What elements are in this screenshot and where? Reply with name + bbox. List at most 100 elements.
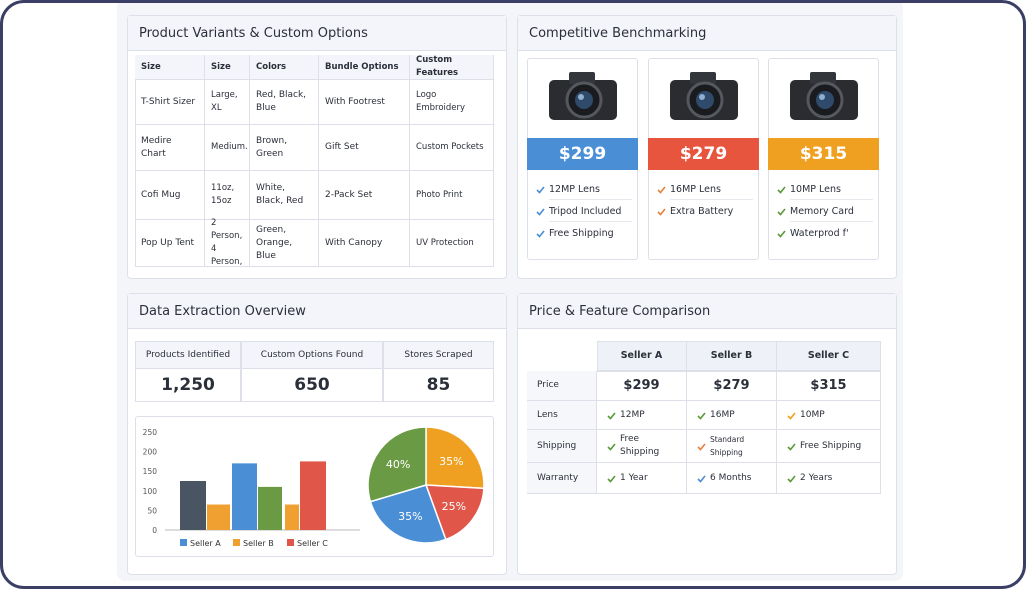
stat-value: 85	[383, 369, 494, 402]
table-cell: Brown, Green	[250, 125, 319, 171]
check-mark	[657, 186, 666, 194]
table-cell: 11oz, 15oz	[205, 171, 250, 220]
table-cell: $299	[597, 371, 687, 401]
table-cell: Large, XL	[205, 80, 250, 125]
row-label: Warranty	[527, 463, 597, 494]
table-header: Size	[205, 55, 250, 80]
pie-slice	[425, 426, 485, 490]
check-mark	[536, 208, 545, 216]
slice-label: 25%	[442, 500, 466, 513]
bar	[207, 504, 230, 530]
bar	[285, 504, 299, 530]
y-tick-label: 50	[147, 506, 157, 515]
check-icon	[787, 411, 796, 420]
check-icon	[657, 208, 666, 216]
pie-slice	[369, 484, 447, 544]
slice-label: 35%	[398, 510, 422, 523]
camera-image	[549, 72, 617, 120]
feature-text: 10MP Lens	[790, 180, 873, 200]
table-cell: With Footrest	[319, 80, 410, 125]
stat-label: Custom Options Found	[241, 341, 383, 369]
table-cell: 16MP	[687, 401, 777, 430]
table-cell: Standard Shipping	[687, 430, 777, 463]
table-header: Custom Features	[410, 55, 494, 80]
camera-image	[670, 72, 738, 120]
table-cell: Gift Set	[319, 125, 410, 171]
check-icon	[697, 474, 706, 483]
table-cell: Logo Embroidery	[410, 80, 494, 125]
bar	[180, 481, 206, 530]
feature-text: Extra Battery	[670, 206, 734, 217]
check-icon	[536, 186, 545, 194]
check-mark	[607, 411, 616, 420]
table-header: Seller C	[777, 341, 881, 371]
check-mark	[607, 474, 616, 483]
check-icon	[777, 208, 786, 216]
feature-text: Waterprod f'	[790, 228, 849, 239]
pie-slice	[367, 426, 427, 503]
table-cell: With Canopy	[319, 220, 410, 267]
bar	[258, 486, 282, 530]
panel-title: Price & Feature Comparison	[518, 294, 896, 329]
check-icon	[607, 474, 616, 483]
check-mark	[657, 208, 666, 216]
table-cell: 1 Year	[597, 463, 687, 494]
chart-box	[135, 416, 494, 557]
check-mark	[607, 442, 616, 451]
table-cell: Red, Black, Blue	[250, 80, 319, 125]
camera-glass	[575, 91, 593, 109]
check-icon	[697, 411, 706, 420]
table-cell: 2 Years	[777, 463, 881, 494]
table-cell: Cofi Mug	[135, 171, 205, 220]
feature-text: Memory Card	[790, 202, 873, 222]
check-mark	[787, 442, 796, 451]
check-icon	[607, 442, 616, 451]
table-cell: Medium.	[205, 125, 250, 171]
feature-text: 16MP Lens	[670, 180, 753, 200]
table-cell: Free Shipping	[597, 430, 687, 463]
check-mark	[536, 230, 545, 238]
legend-label: Seller C	[297, 539, 328, 548]
table-header: Seller A	[597, 341, 687, 371]
table-cell: 6 Months	[687, 463, 777, 494]
table-cell: T-Shirt Sizer	[135, 80, 205, 125]
camera-top	[810, 72, 836, 84]
row-label: Shipping	[527, 430, 597, 463]
camera-glass	[816, 91, 834, 109]
table-cell: $315	[777, 371, 881, 401]
price-band: $299	[527, 138, 638, 170]
table-cell: Green, Orange, Blue	[250, 220, 319, 267]
camera-top	[569, 72, 595, 84]
check-icon	[657, 186, 666, 194]
table-header: Seller B	[687, 341, 777, 371]
table-cell: Photo Print	[410, 171, 494, 220]
pie-slice	[424, 484, 485, 541]
table-cell: 2-Pack Set	[319, 171, 410, 220]
check-icon	[607, 411, 616, 420]
check-mark	[697, 442, 706, 451]
stat-label: Products Identified	[135, 341, 241, 369]
row-label: Lens	[527, 401, 597, 430]
check-mark	[536, 186, 545, 194]
price-band: $279	[648, 138, 759, 170]
y-tick-label: 0	[152, 526, 157, 535]
check-mark	[697, 411, 706, 420]
table-cell: Pop Up Tent	[135, 220, 205, 267]
charts: 0 50 100 150 200 250 Seller A Seller B Seller C 3…	[143, 426, 485, 548]
check-mark	[777, 230, 786, 238]
table-cell: UV Protection	[410, 220, 494, 267]
check-mark	[787, 411, 796, 420]
table-cell: Custom Pockets	[410, 125, 494, 171]
panel-title: Product Variants & Custom Options	[128, 16, 506, 51]
legend-swatch	[287, 539, 294, 546]
table-cell: $279	[687, 371, 777, 401]
check-icon	[777, 230, 786, 238]
check-mark	[787, 474, 796, 483]
table-cell: 10MP	[777, 401, 881, 430]
camera-glint	[578, 94, 584, 100]
feature-text: Free Shipping	[549, 228, 614, 239]
bar	[232, 463, 257, 530]
table-cell: Free Shipping	[777, 430, 881, 463]
y-tick-label: 200	[143, 448, 158, 457]
panel-title: Data Extraction Overview	[128, 294, 506, 329]
